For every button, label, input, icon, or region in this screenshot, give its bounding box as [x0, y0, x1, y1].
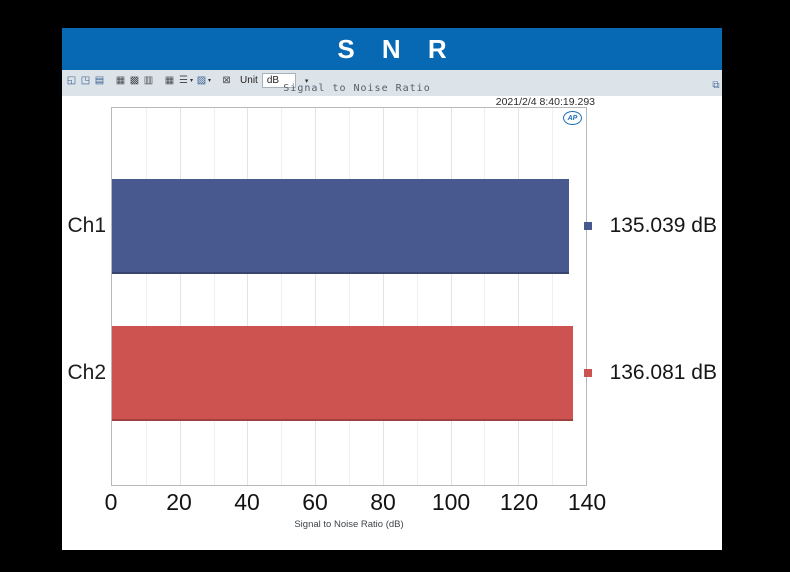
clear-graph-icon[interactable]: ⊠	[222, 75, 231, 86]
x-tick-label: 40	[234, 489, 260, 515]
category-label-ch2: Ch2	[67, 360, 106, 384]
gridline	[450, 108, 452, 485]
trace-style-dropdown-icon[interactable]: ☰	[179, 75, 188, 86]
save-graph-icon[interactable]: ◳	[80, 75, 91, 86]
graph-title: Signal to Noise Ratio	[283, 83, 431, 94]
gridline	[518, 108, 520, 485]
gridline	[484, 108, 486, 485]
graph-style-dropdown-icon[interactable]: ▨	[196, 75, 207, 86]
x-tick-label: 20	[166, 489, 192, 515]
x-tick-label: 120	[499, 489, 539, 515]
readout-ch1: 135.039 dB	[584, 214, 717, 238]
gridline	[349, 108, 350, 485]
measurement-timestamp: 2021/2/4 8:40:19.293	[495, 96, 595, 108]
legend-marker-ch2	[584, 368, 592, 377]
trace-style-dropdown-icon-arrow[interactable]: ▾	[190, 78, 194, 84]
ap-logo: AP	[563, 111, 582, 125]
app-title-banner: S N R	[62, 28, 722, 70]
bar-chart-plot-area: AP	[111, 107, 587, 486]
print-graph-icon[interactable]: ▤	[94, 75, 105, 86]
category-label-ch1: Ch1	[67, 213, 106, 237]
toolbar-icon-group: ◱ ◳ ▤ ▦ ▩ ▥ ▦ ☰ ▾ ▨ ▾ ⊠ Unit dB ▾	[65, 73, 308, 88]
popout-icon[interactable]: ⧉	[712, 80, 720, 91]
gridline	[315, 108, 317, 485]
unit-combobox-arrow[interactable]: ▾	[304, 77, 309, 85]
gridline	[145, 108, 147, 485]
gridline	[247, 108, 249, 485]
gridline	[382, 108, 384, 485]
data-table-icon[interactable]: ▦	[164, 75, 175, 86]
copy-graph-icon[interactable]: ◱	[66, 75, 77, 86]
value-label-ch2: 136.081 dB	[609, 360, 717, 384]
gridline	[179, 108, 181, 485]
graph-style-dropdown-icon-arrow[interactable]: ▾	[208, 78, 212, 84]
x-tick-label: 140	[567, 489, 607, 515]
x-axis-label: Signal to Noise Ratio (dB)	[294, 519, 404, 530]
legend-marker-ch1	[584, 221, 592, 230]
x-tick-label: 80	[370, 489, 396, 515]
snr-result-panel: S N R ◱ ◳ ▤ ▦ ▩ ▥ ▦ ☰ ▾ ▨ ▾ ⊠ Unit dB ▾ Signal to Nois…	[62, 28, 722, 550]
x-tick-label: 0	[104, 489, 118, 515]
gridline	[213, 108, 215, 485]
zoom-graph-icon[interactable]: ▦	[115, 75, 126, 86]
banner-title: S N R	[337, 33, 457, 64]
unit-label: Unit	[240, 75, 258, 86]
graph-toolbar: ◱ ◳ ▤ ▦ ▩ ▥ ▦ ☰ ▾ ▨ ▾ ⊠ Unit dB ▾	[62, 70, 722, 96]
bar-ch2	[112, 326, 573, 421]
bar-ch1	[112, 179, 570, 274]
gridline	[281, 108, 283, 485]
x-tick-label: 100	[431, 489, 471, 515]
cascade-views-icon[interactable]: ▥	[143, 75, 154, 86]
unit-combobox[interactable]: dB	[261, 73, 296, 88]
value-label-ch1: 135.039 dB	[609, 213, 717, 237]
tile-views-icon[interactable]: ▩	[129, 75, 140, 86]
x-tick-label: 60	[302, 489, 328, 515]
gridline	[416, 108, 418, 485]
readout-ch2: 136.081 dB	[584, 361, 717, 385]
gridline	[552, 108, 554, 485]
